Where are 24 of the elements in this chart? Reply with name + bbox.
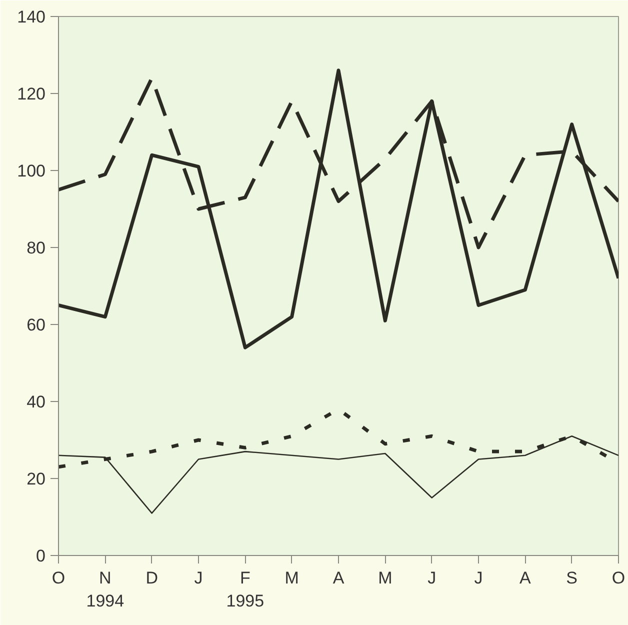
x-tick-label: O bbox=[52, 568, 66, 588]
y-tick-label: 40 bbox=[26, 392, 46, 412]
x-tick-label: S bbox=[566, 568, 578, 588]
y-tick-label: 60 bbox=[26, 316, 46, 334]
y-tick-label: 80 bbox=[26, 238, 46, 258]
x-tick-label: J bbox=[194, 568, 203, 588]
line-series bbox=[58, 68, 618, 350]
x-tick-label: F bbox=[240, 568, 250, 588]
x-tick-label: D bbox=[146, 568, 158, 588]
text: 1994 bbox=[86, 591, 124, 610]
x-tick-label: N bbox=[99, 568, 112, 588]
y-tick-label: 120 bbox=[17, 84, 46, 104]
x-tick-label: J bbox=[474, 568, 483, 588]
x-tick-label: A bbox=[332, 568, 345, 588]
y-tick-label: 140 bbox=[17, 8, 46, 26]
text: 1995 bbox=[226, 591, 264, 610]
y-tick-label: 100 bbox=[17, 162, 46, 180]
x-tick-label: O bbox=[612, 568, 626, 588]
x-tick-label: M bbox=[378, 568, 392, 588]
x-tick-label: M bbox=[284, 568, 299, 588]
y-tick-label: 0 bbox=[36, 546, 46, 566]
x-tick-label: A bbox=[519, 568, 532, 588]
y-tick-label: 20 bbox=[26, 470, 46, 488]
x-tick-label: J bbox=[428, 568, 436, 588]
